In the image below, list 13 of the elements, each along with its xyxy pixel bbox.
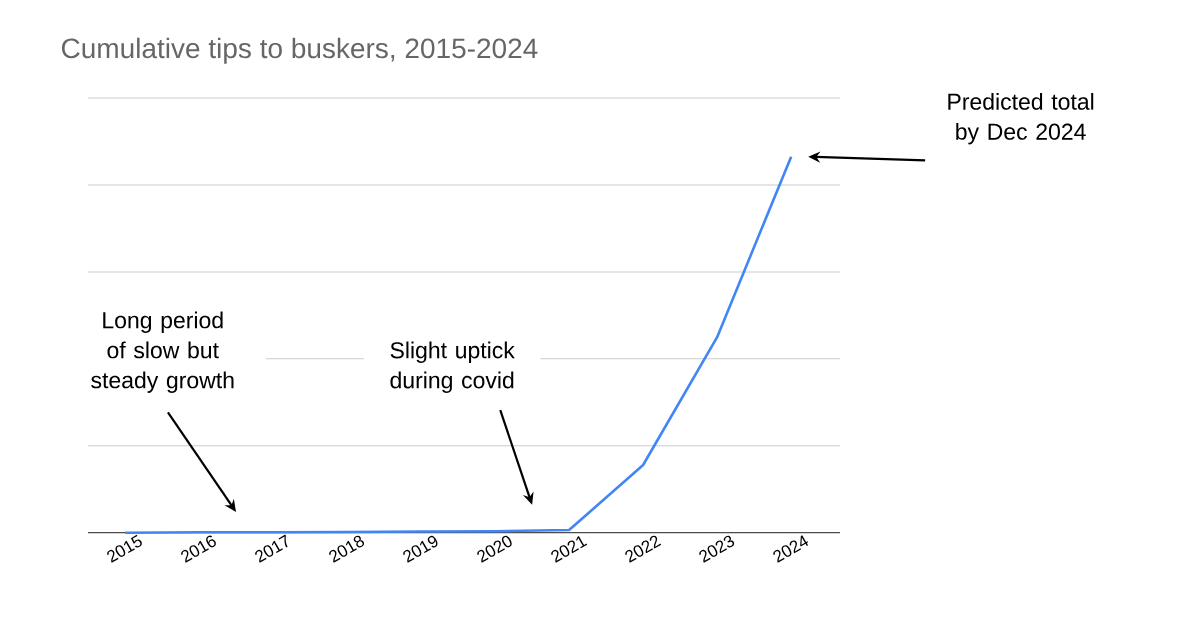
x-tick-label: 2021 <box>551 535 588 563</box>
x-tick-label: 2020 <box>477 535 512 563</box>
annotation: Slight uptick during covid <box>390 341 515 393</box>
x-tick-label: 2024 <box>773 535 809 563</box>
x-tick-label: 2023 <box>699 535 735 563</box>
x-tick-label: 2015 <box>107 534 142 563</box>
x-tick-label: 2016 <box>181 535 216 563</box>
annotation: Long period of slow but steady growth <box>91 311 234 393</box>
x-tick-label: 2019 <box>403 535 438 563</box>
chart-title: Cumulative tips to buskers, 2015-2024 <box>61 37 538 64</box>
x-tick-label: 2018 <box>329 535 365 563</box>
x-tick-label: 2022 <box>625 535 662 563</box>
text: Predicted total by Dec 2024 <box>948 92 1094 145</box>
